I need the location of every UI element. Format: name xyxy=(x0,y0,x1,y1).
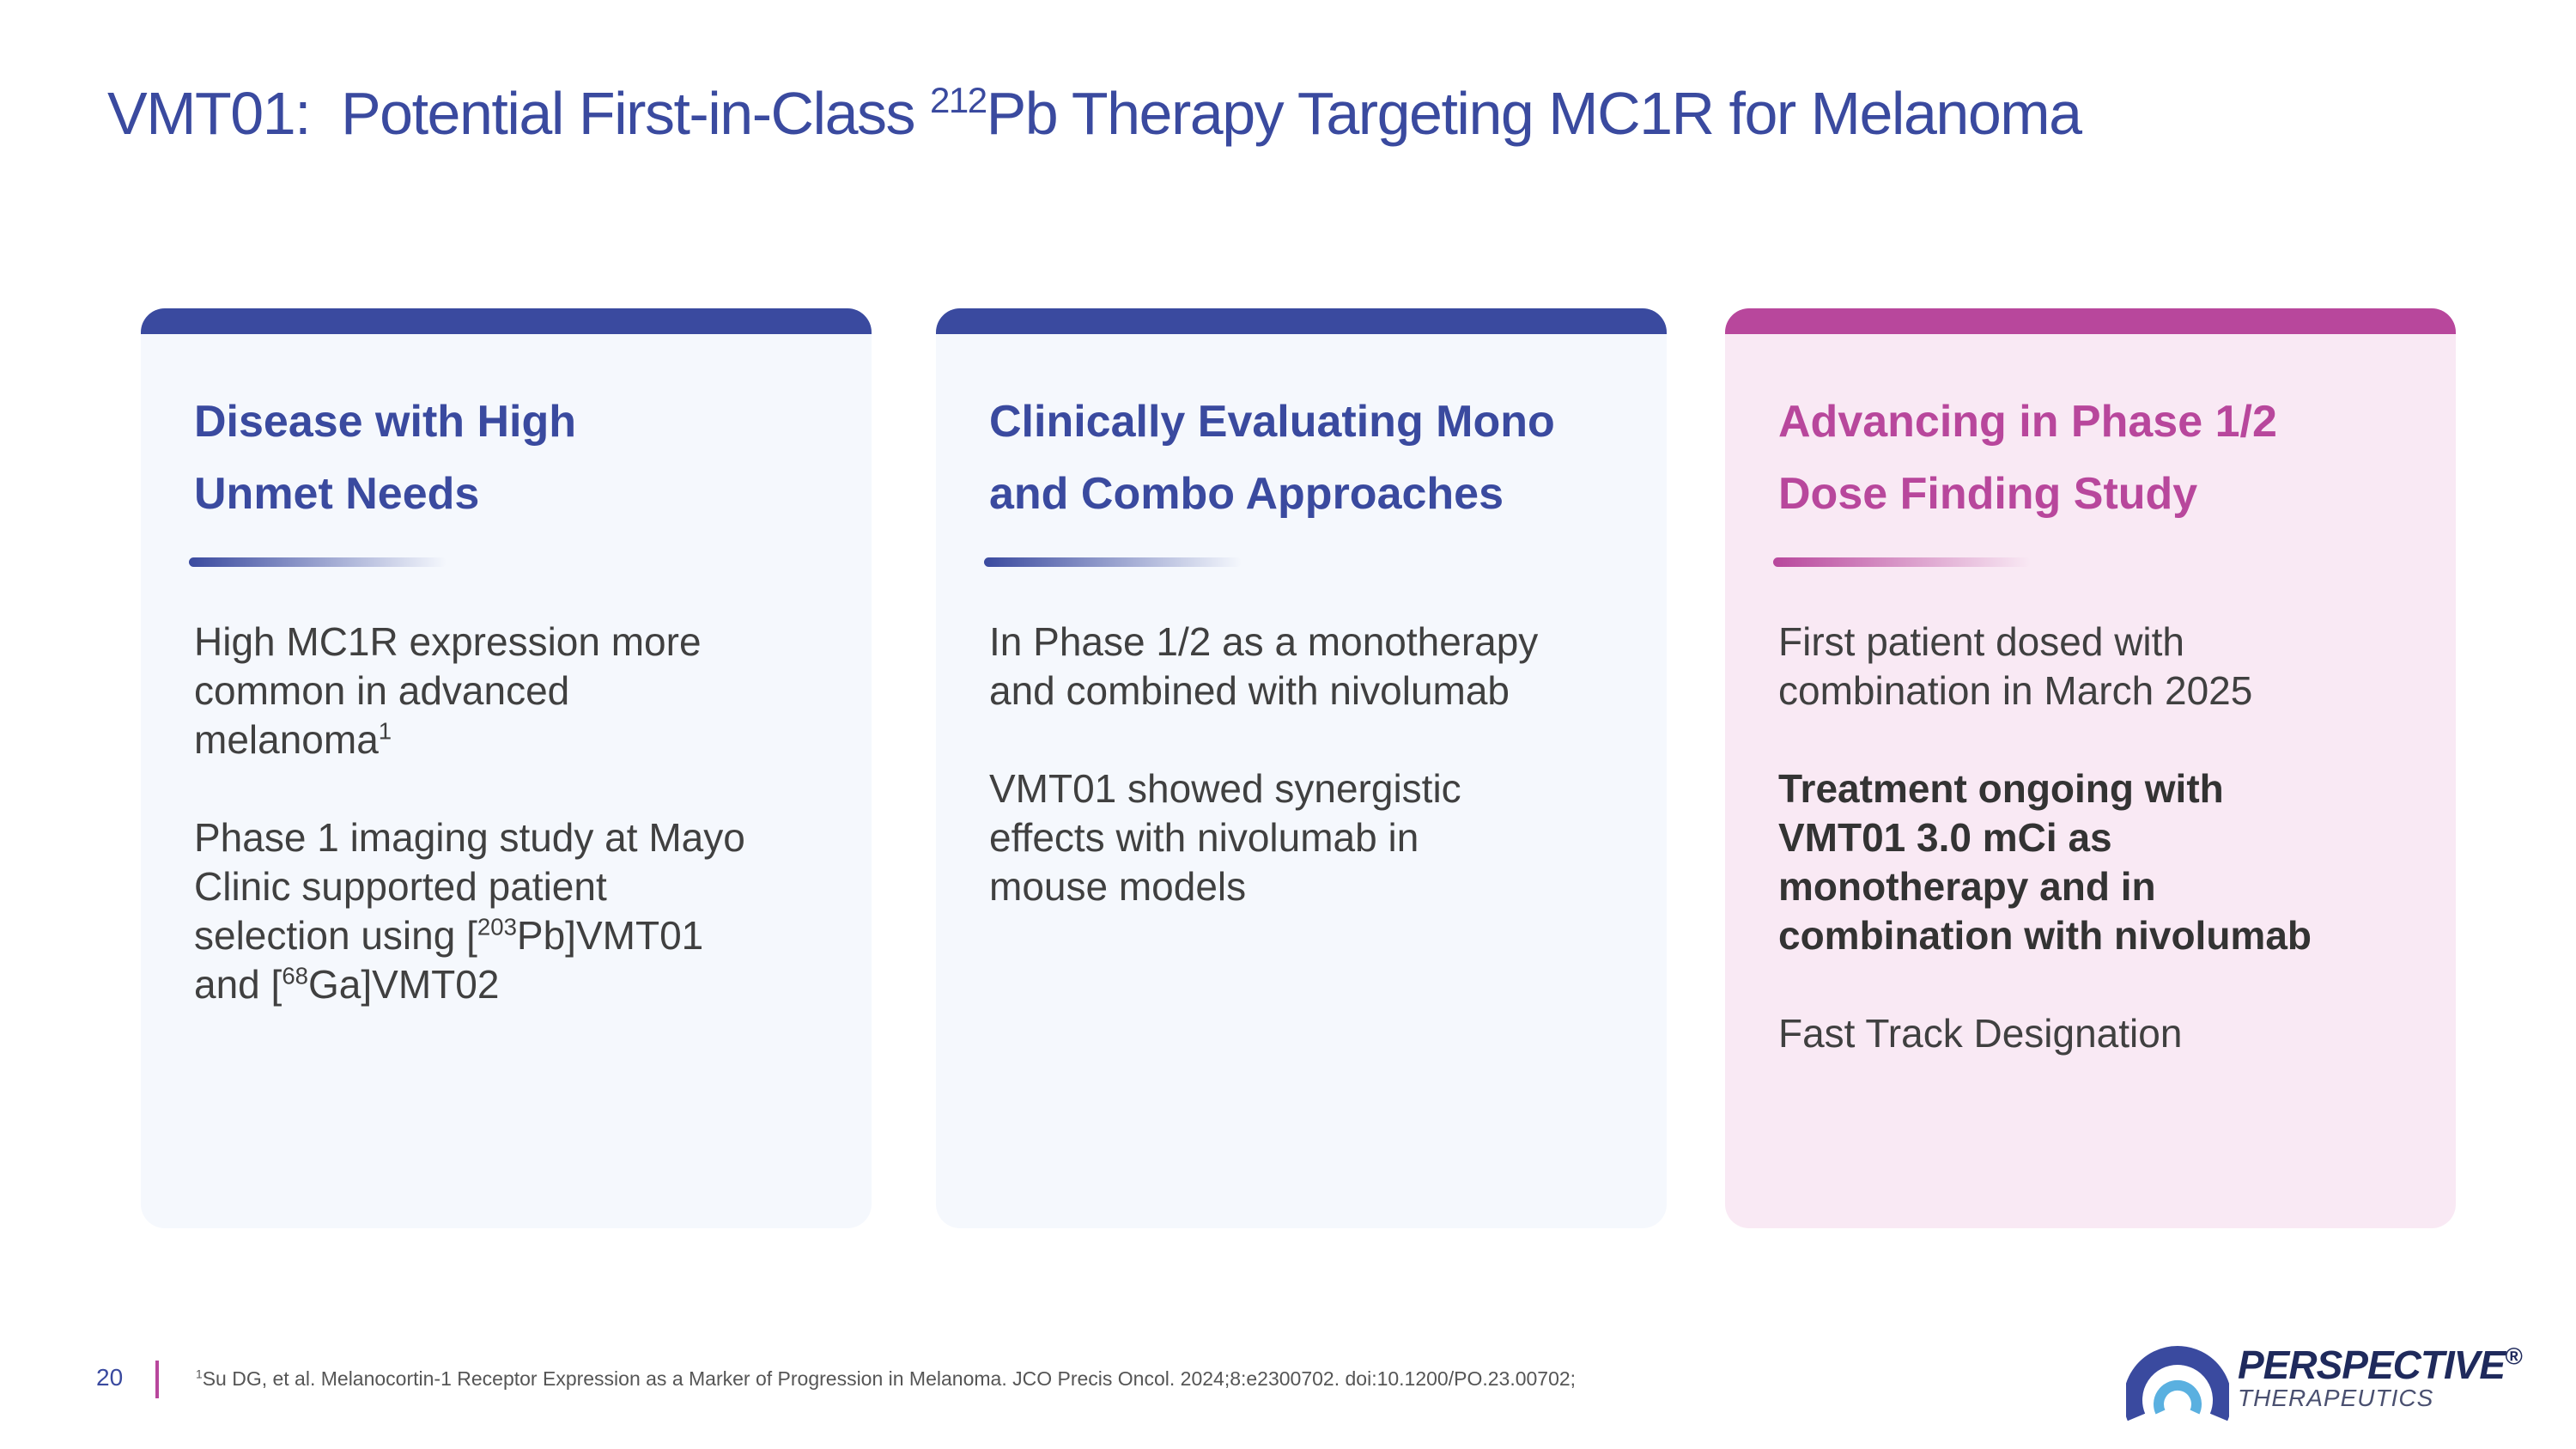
text-line: and combined with nivolumab xyxy=(989,667,1538,715)
divider xyxy=(189,557,447,567)
paragraph: In Phase 1/2 as a monotherapy and combine… xyxy=(989,618,1538,715)
card-bar xyxy=(936,308,1667,334)
text: and [ xyxy=(194,962,283,1007)
logo-arc xyxy=(2126,1346,2229,1422)
text: combination in March 2025 xyxy=(1778,668,2253,713)
text: Fast Track Designation xyxy=(1778,1011,2183,1056)
superscript: 68 xyxy=(282,962,309,989)
text: Su DG, et al. Melanocortin-1 Receptor Ex… xyxy=(202,1367,1577,1390)
text: VMT01: Potential First-in-Class xyxy=(107,80,930,147)
text: melanoma xyxy=(194,717,379,762)
heading-line: Disease with High xyxy=(194,397,576,447)
text-line: VMT01 3.0 mCi as xyxy=(1778,813,2312,862)
text-line: melanoma1 xyxy=(194,715,745,764)
text-line: effects with nivolumab in xyxy=(989,813,1538,862)
text-line: combination with nivolumab xyxy=(1778,911,2312,960)
text-line: VMT01 showed synergistic xyxy=(989,764,1538,813)
text-line: Treatment ongoing with xyxy=(1778,764,2312,813)
text: monotherapy and in xyxy=(1778,864,2156,909)
slide-title: VMT01: Potential First-in-Class 212Pb Th… xyxy=(107,79,2082,148)
text-line: combination in March 2025 xyxy=(1778,667,2312,715)
paragraph: High MC1R expression more common in advan… xyxy=(194,618,745,764)
text: common in advanced xyxy=(194,668,570,713)
divider xyxy=(984,557,1242,567)
paragraph: Fast Track Designation xyxy=(1778,1009,2312,1058)
text: combination with nivolumab xyxy=(1778,913,2312,958)
superscript: 212 xyxy=(929,79,987,120)
text: Clinic supported patient xyxy=(194,864,607,909)
text-line: In Phase 1/2 as a monotherapy xyxy=(989,618,1538,667)
paragraph: Treatment ongoing with VMT01 3.0 mCi as mo… xyxy=(1778,764,2312,960)
heading-line: Advancing in Phase 1/2 xyxy=(1778,397,2277,447)
text: Treatment ongoing with xyxy=(1778,766,2224,811)
text: Phase 1 imaging study at Mayo xyxy=(194,815,745,860)
heading-line: Clinically Evaluating Mono xyxy=(989,397,1555,447)
card-body: High MC1R expression more common in advan… xyxy=(194,618,745,1058)
text-line: Fast Track Designation xyxy=(1778,1009,2312,1058)
text: effects with nivolumab in xyxy=(989,815,1419,860)
logo-icon xyxy=(2126,1346,2229,1422)
text: Pb]VMT01 xyxy=(516,913,704,958)
text-line: Phase 1 imaging study at Mayo xyxy=(194,813,745,862)
text: VMT01 showed synergistic xyxy=(989,766,1461,811)
text-line: High MC1R expression more xyxy=(194,618,745,667)
text-line: common in advanced xyxy=(194,667,745,715)
card: Disease with High Unmet Needs High MC1R ex… xyxy=(141,308,872,1228)
text: Pb Therapy Targeting MC1R for Melanoma xyxy=(986,80,2082,147)
superscript: 1 xyxy=(378,717,392,745)
logo-tagline: THERAPEUTICS xyxy=(2238,1385,2434,1411)
text: PERSPECTIVE xyxy=(2238,1342,2506,1387)
text-line: monotherapy and in xyxy=(1778,862,2312,911)
superscript: ® xyxy=(2505,1342,2522,1370)
heading-line: Dose Finding Study xyxy=(1778,469,2198,519)
text-line: and [68Ga]VMT02 xyxy=(194,960,745,1009)
card: Advancing in Phase 1/2 Dose Finding Study… xyxy=(1725,308,2456,1228)
heading-line: Unmet Needs xyxy=(194,469,480,519)
text: First patient dosed with xyxy=(1778,619,2185,664)
text-line: First patient dosed with xyxy=(1778,618,2312,667)
card-body: In Phase 1/2 as a monotherapy and combine… xyxy=(989,618,1538,960)
card-heading: Advancing in Phase 1/2 Dose Finding Study xyxy=(1778,386,2277,530)
card-heading: Disease with High Unmet Needs xyxy=(194,386,576,530)
text-line: Clinic supported patient xyxy=(194,862,745,911)
superscript: 203 xyxy=(477,913,517,941)
card-heading: Clinically Evaluating Mono and Combo Appr… xyxy=(989,386,1555,530)
page-number: 20 xyxy=(96,1364,124,1391)
divider xyxy=(1773,557,2031,567)
logo-name: PERSPECTIVE® xyxy=(2238,1342,2522,1388)
text-line: mouse models xyxy=(989,862,1538,911)
text: mouse models xyxy=(989,864,1247,909)
paragraph: First patient dosed with combination in M… xyxy=(1778,618,2312,715)
text: Ga]VMT02 xyxy=(308,962,500,1007)
paragraph: VMT01 showed synergistic effects with niv… xyxy=(989,764,1538,911)
superscript: 1 xyxy=(196,1367,203,1381)
separator xyxy=(155,1361,159,1398)
footnote: 1Su DG, et al. Melanocortin-1 Receptor E… xyxy=(196,1367,1576,1391)
text-line: selection using [203Pb]VMT01 xyxy=(194,911,745,960)
card-bar xyxy=(141,308,872,334)
text: In Phase 1/2 as a monotherapy xyxy=(989,619,1539,664)
heading-line: and Combo Approaches xyxy=(989,469,1504,519)
text: VMT01 3.0 mCi as xyxy=(1778,815,2112,860)
text: High MC1R expression more xyxy=(194,619,702,664)
paragraph: Phase 1 imaging study at Mayo Clinic supp… xyxy=(194,813,745,1009)
card: Clinically Evaluating Mono and Combo Appr… xyxy=(936,308,1667,1228)
card-bar xyxy=(1725,308,2456,334)
text: and combined with nivolumab xyxy=(989,668,1510,713)
card-body: First patient dosed with combination in M… xyxy=(1778,618,2312,1107)
text: selection using [ xyxy=(194,913,477,958)
logo-arc-inner xyxy=(2154,1379,2202,1415)
